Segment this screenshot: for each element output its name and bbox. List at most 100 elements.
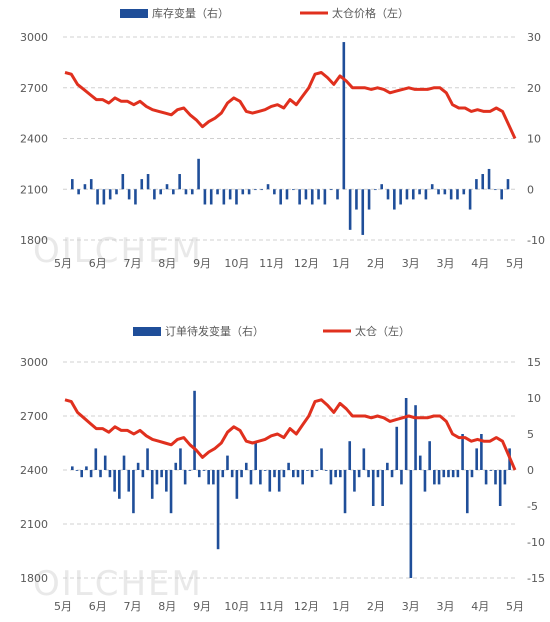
bar <box>254 189 257 191</box>
bar <box>216 189 219 195</box>
bar <box>461 434 464 470</box>
bar <box>475 179 478 190</box>
left-tick-label: 2400 <box>20 133 48 146</box>
bar <box>470 470 474 478</box>
bar <box>108 470 112 478</box>
x-tick-label: 6月 <box>89 257 107 270</box>
legend-bar-swatch <box>120 9 148 18</box>
bar <box>146 174 150 190</box>
bar <box>390 470 394 478</box>
x-tick-label: 2月 <box>367 600 385 613</box>
bar <box>418 455 422 470</box>
bar <box>306 470 309 471</box>
bar <box>430 184 434 190</box>
bar <box>212 470 215 485</box>
x-tick-label: 10月 <box>224 257 249 270</box>
bar <box>165 184 169 190</box>
bar <box>315 470 319 471</box>
bar <box>230 470 234 478</box>
x-tick-label: 9月 <box>193 600 211 613</box>
bar <box>169 470 173 514</box>
bar <box>85 466 88 470</box>
bar <box>320 448 323 470</box>
bar <box>411 189 415 200</box>
bar <box>77 189 80 195</box>
bar <box>456 470 460 478</box>
bar <box>263 470 267 471</box>
bar <box>155 470 159 485</box>
bar <box>437 470 441 485</box>
grid-lines <box>63 36 515 241</box>
left-tick-label: 1800 <box>20 572 48 585</box>
bar <box>399 189 402 205</box>
x-tick-label: 12月 <box>294 257 319 270</box>
bar <box>226 455 229 470</box>
bar <box>108 189 112 200</box>
bar <box>277 470 281 492</box>
bar-series <box>71 42 510 235</box>
bar <box>71 466 74 470</box>
bar <box>371 470 375 506</box>
bar <box>287 462 290 470</box>
x-tick-label: 2月 <box>367 257 385 270</box>
bar <box>348 189 352 230</box>
bar <box>190 189 194 195</box>
bar <box>141 470 145 478</box>
bar <box>216 470 220 550</box>
bar <box>222 189 226 205</box>
bar <box>127 470 131 492</box>
bar <box>343 470 347 514</box>
bar <box>273 189 276 195</box>
x-tick-label: 3月 <box>436 257 454 270</box>
x-tick-label: 8月 <box>158 600 176 613</box>
right-tick-label: -10 <box>527 234 545 247</box>
bar <box>179 448 182 470</box>
bar <box>75 470 79 471</box>
bar <box>102 189 106 205</box>
bar <box>221 470 225 478</box>
bar-series <box>71 390 511 578</box>
right-tick-label: 0 <box>527 464 534 477</box>
bar <box>160 470 163 478</box>
bar <box>184 189 188 195</box>
bar <box>456 189 459 200</box>
bar <box>193 390 196 470</box>
right-tick-label: 20 <box>527 82 541 95</box>
x-tick-label: 6月 <box>89 600 107 613</box>
bar <box>172 189 175 195</box>
bar <box>127 189 131 200</box>
bar <box>494 470 497 485</box>
bar <box>268 470 272 492</box>
x-tick-label: 5月 <box>506 600 524 613</box>
bar <box>121 174 125 190</box>
bar <box>89 470 93 478</box>
line-series <box>64 71 517 140</box>
bar <box>386 189 390 200</box>
bar <box>404 398 408 470</box>
x-tick-label: 3月 <box>402 257 420 270</box>
x-tick-label: 9月 <box>193 257 211 270</box>
bar <box>381 470 384 506</box>
bar <box>228 189 232 200</box>
bar <box>209 189 213 205</box>
bar <box>94 448 98 470</box>
bar <box>498 470 502 506</box>
x-tick-label: 4月 <box>471 600 489 613</box>
bar <box>329 470 333 485</box>
bar <box>140 179 144 190</box>
bar <box>96 189 99 205</box>
bar <box>405 189 409 200</box>
bar <box>118 470 121 499</box>
bar <box>197 158 200 190</box>
bar <box>418 189 421 195</box>
bar <box>433 470 436 485</box>
bar <box>355 189 358 210</box>
bar <box>323 189 327 205</box>
right-tick-label: 30 <box>527 31 541 44</box>
x-tick-label: 1月 <box>332 600 350 613</box>
bar <box>465 470 469 514</box>
bar <box>310 470 314 478</box>
left-tick-label: 3000 <box>20 356 48 369</box>
